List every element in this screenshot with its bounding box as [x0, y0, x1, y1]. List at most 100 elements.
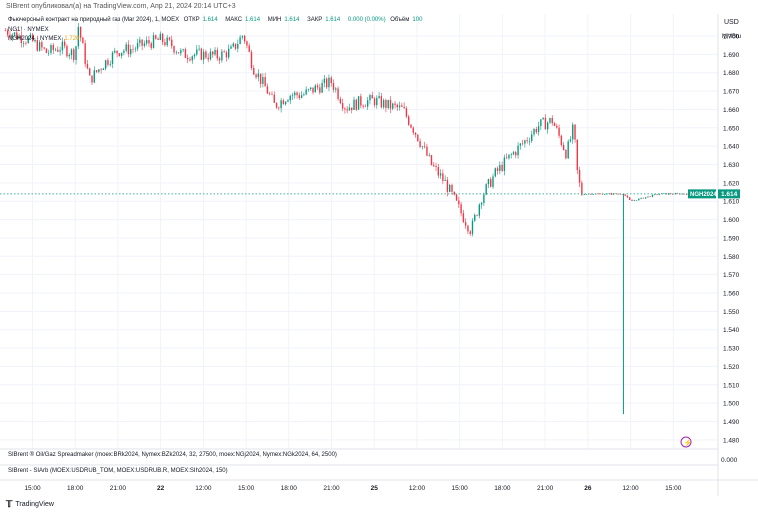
candle-body — [266, 86, 269, 94]
candle-body — [89, 68, 91, 76]
candle-body — [216, 49, 219, 59]
candle-body — [218, 58, 221, 61]
candle-body — [186, 57, 189, 60]
candle-body — [125, 44, 127, 51]
chart-area[interactable]: 1.700 1.690 1.680 1.670 1.660 1.650 1.640 1.630… — [0, 14, 758, 513]
candle-body — [164, 42, 166, 46]
grid — [0, 14, 718, 449]
candle-body — [382, 100, 385, 108]
candle-body — [314, 85, 316, 93]
candle-body — [34, 40, 36, 42]
y-tick-label: 1.580 — [723, 254, 740, 261]
candle-body — [581, 182, 583, 195]
legend-line2[interactable]: NG1! · NYMEX — [8, 27, 49, 33]
candle-body — [184, 49, 187, 58]
candle-body — [419, 141, 421, 147]
y-tick-label: 1.480 — [723, 437, 740, 444]
candle-body — [155, 35, 157, 39]
candle-body — [145, 40, 148, 44]
candle-body — [373, 98, 376, 106]
x-tick-label: 18:00 — [281, 485, 298, 492]
candle-body — [389, 99, 392, 109]
candle-body — [104, 60, 107, 69]
candle-body — [191, 56, 193, 61]
footer-brand[interactable]: 𝕋 TradingView — [6, 499, 54, 510]
candle-body — [360, 96, 362, 106]
candle-body — [569, 139, 572, 142]
candle-body — [478, 204, 481, 216]
candle-body — [189, 59, 191, 61]
candle-body — [198, 48, 200, 50]
legend-line3[interactable]: NGH2024 · NYMEX 1.720 — [8, 36, 80, 42]
y-tick-label: 1.600 — [723, 217, 740, 224]
y-tick-label: 1.660 — [723, 107, 740, 114]
price-axis[interactable]: 1.700 1.690 1.680 1.670 1.660 1.650 1.640 1.630… — [723, 34, 740, 445]
candle-body — [273, 94, 275, 103]
candle-body — [597, 193, 599, 195]
candle-body — [610, 193, 613, 195]
candle-body — [524, 140, 526, 144]
candle-body — [319, 87, 321, 93]
candle-body — [38, 42, 41, 51]
candle-body — [175, 52, 178, 53]
y-tick-label: 1.630 — [723, 162, 740, 169]
candle-body — [515, 152, 517, 156]
candle-body — [75, 46, 77, 60]
legend-main[interactable]: Фьючерсный контракт на природный газ (Мa… — [8, 17, 428, 23]
y-tick-label: 1.530 — [723, 346, 740, 353]
candle-body — [412, 127, 414, 133]
pane1-title[interactable]: SIBrent ® Oil/Gaz Spreadmaker (moex:BRk2… — [8, 452, 337, 458]
candle-body — [503, 157, 506, 171]
price-tag-value: 1.614 — [721, 191, 738, 198]
legend-high: МАКС 1.614 — [225, 17, 261, 23]
time-axis[interactable]: 15:00 18:00 21:00 22 12:00 15:00 18:00 21:00 25 1… — [24, 485, 681, 492]
x-tick-label: 21:00 — [323, 485, 340, 492]
candle-body — [239, 37, 241, 45]
candle-body — [289, 95, 291, 101]
candle-body — [232, 43, 234, 47]
candle-body — [656, 194, 658, 195]
candle-body — [152, 35, 155, 48]
candle-body — [323, 78, 326, 83]
candle-body — [423, 146, 426, 147]
candle-body — [59, 50, 61, 52]
candle-body — [114, 50, 116, 53]
candle-body — [394, 103, 396, 105]
candle-body — [428, 155, 430, 156]
pane2-title[interactable]: SIBrent - SIArb (MOEX:USDRUB_TOM, MOEX:U… — [8, 468, 228, 474]
candle-body — [271, 94, 273, 95]
candle-body — [287, 100, 289, 102]
candle-body — [592, 194, 594, 195]
candle-body — [278, 107, 280, 109]
candle-body — [111, 52, 114, 64]
candle-body — [476, 214, 478, 216]
legend-close: ЗАКР 1.614 — [307, 17, 341, 23]
y-tick-label: 1.610 — [723, 199, 740, 206]
unit-label[interactable]: MMBtu — [722, 34, 741, 40]
candle-body — [494, 168, 496, 177]
candle-body — [576, 139, 579, 171]
candle-body — [483, 194, 485, 203]
candle-body — [353, 99, 355, 111]
candle-body — [294, 92, 296, 96]
candle-body — [269, 93, 271, 95]
candle-body — [551, 118, 553, 124]
candle-body — [474, 214, 476, 221]
price-tag-value-bg — [718, 189, 740, 199]
candle-body — [629, 197, 631, 200]
candle-body — [449, 184, 451, 192]
candle-body — [16, 32, 18, 39]
candle-body — [537, 126, 540, 133]
candle-body — [98, 69, 100, 72]
lightning-icon[interactable] — [680, 436, 692, 448]
y-tick-label: 1.500 — [723, 401, 740, 408]
candle-body — [205, 51, 207, 58]
y-tick-label: 1.620 — [723, 180, 740, 187]
candle-body — [57, 49, 59, 52]
price-chart[interactable]: 1.700 1.690 1.680 1.670 1.660 1.650 1.640 1.630… — [0, 14, 758, 513]
currency-label[interactable]: USD — [724, 19, 739, 26]
x-tick-label: 12:00 — [409, 485, 426, 492]
candle-body — [166, 37, 168, 46]
candle-body — [93, 70, 95, 83]
candle-body — [408, 116, 410, 125]
